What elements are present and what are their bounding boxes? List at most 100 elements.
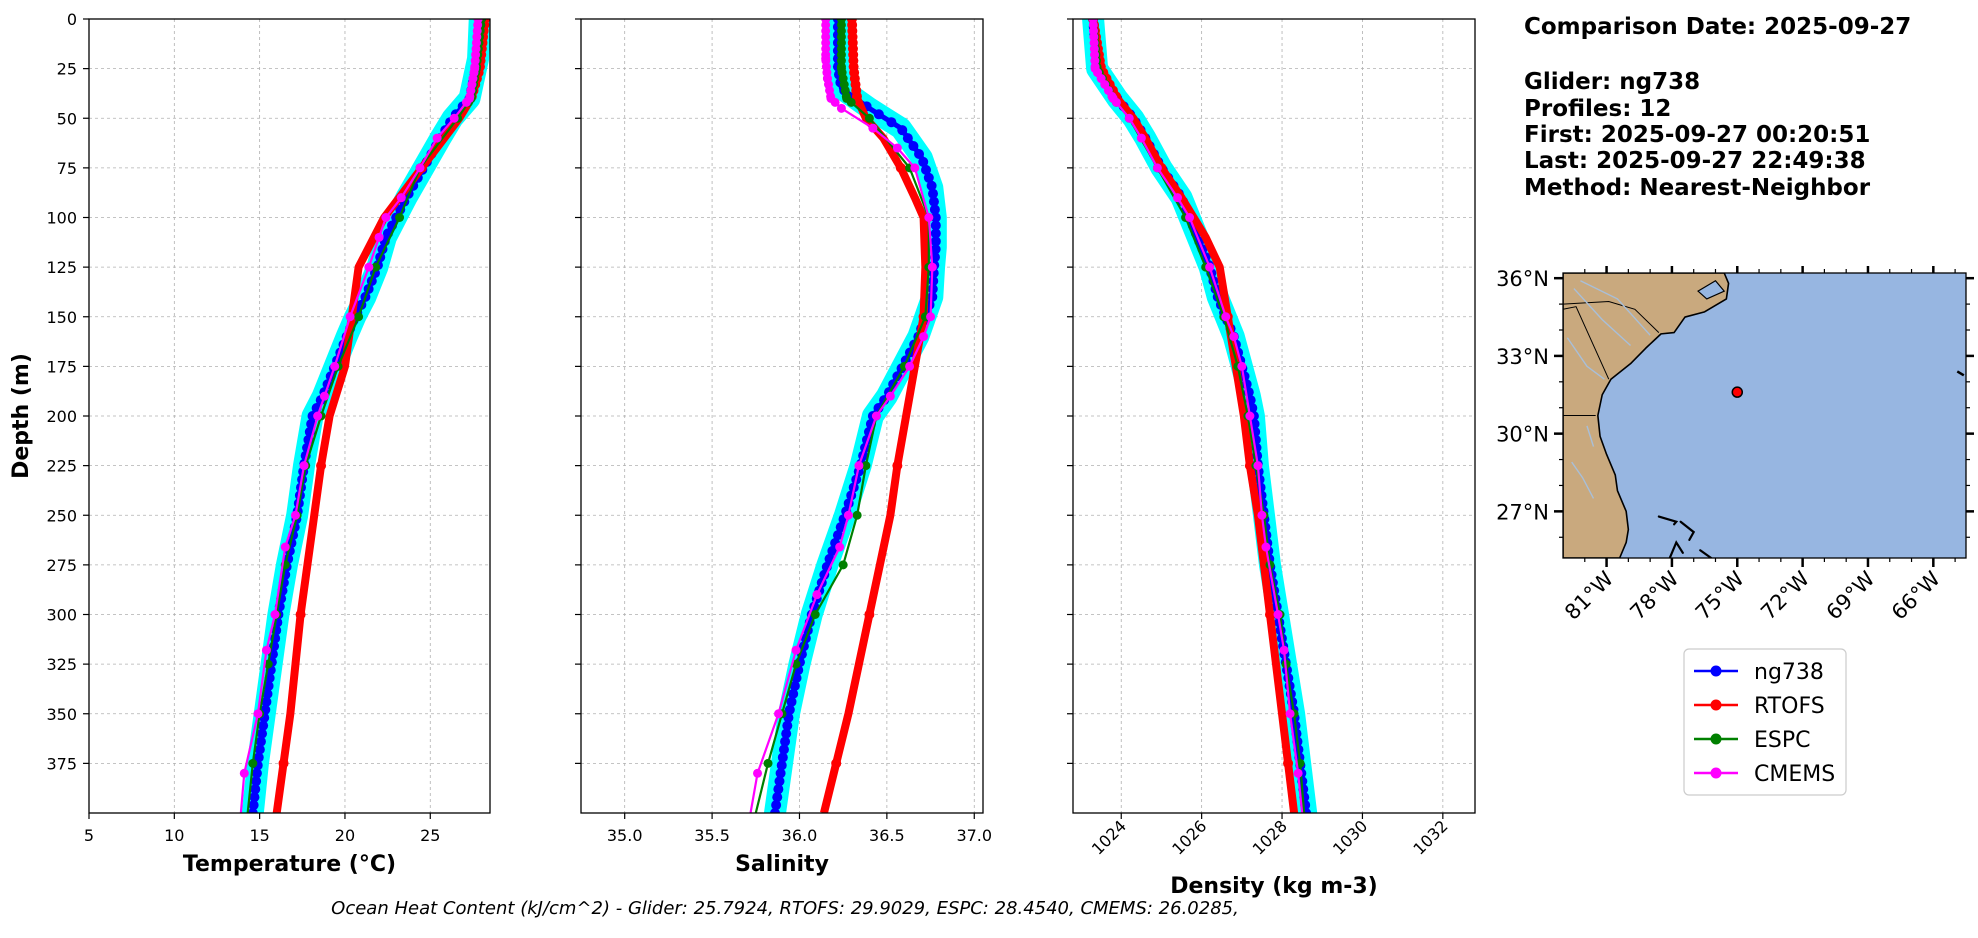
data-point-rtofs	[278, 758, 289, 769]
data-point-ng738	[774, 776, 785, 787]
data-point-cmems	[253, 709, 263, 719]
data-point-ng738	[781, 728, 792, 739]
data-point-rtofs	[831, 758, 842, 769]
state-border	[1563, 300, 1660, 333]
y-tick-label: 325	[46, 655, 77, 674]
data-point-ng738	[918, 156, 929, 167]
data-point-ng738	[873, 109, 884, 120]
data-point-espc	[395, 213, 405, 222]
data-point-cmems	[449, 113, 459, 123]
map-frame	[1562, 272, 1967, 559]
method: Method: Nearest-Neighbor	[1524, 175, 1871, 201]
data-point-espc	[852, 510, 862, 520]
last-time: Last: 2025-09-27 22:49:38	[1524, 148, 1866, 174]
data-point-ng738	[775, 768, 786, 779]
x-tick-label: 25	[420, 826, 440, 845]
y-tick-label: 50	[57, 109, 77, 128]
glider-position-marker	[1731, 386, 1744, 398]
series-line-cmems	[1092, 19, 1304, 813]
data-point-cmems	[812, 590, 822, 600]
data-point-cmems	[432, 133, 442, 143]
y-tick-label: 150	[46, 308, 77, 327]
data-point-ng738	[930, 212, 941, 223]
data-point-ng738	[250, 784, 261, 795]
series-group	[749, 19, 947, 813]
data-point-cmems	[753, 768, 763, 778]
map-lon-label: 69°W	[1822, 566, 1880, 624]
x-tick-label: 35.5	[694, 826, 730, 845]
map-lat-label: 27°N	[1496, 500, 1549, 524]
x-tick-label: 1026	[1168, 816, 1210, 858]
data-point-cmems	[843, 510, 853, 520]
x-tick-label: 1030	[1329, 816, 1371, 858]
glider-name: Glider: ng738	[1524, 69, 1701, 95]
data-point-cmems	[415, 163, 425, 173]
legend-marker	[1710, 665, 1722, 677]
data-point-ng738	[791, 673, 802, 684]
data-point-cmems	[239, 768, 249, 778]
x-tick-label: 10	[164, 826, 184, 845]
data-point-cmems	[1229, 332, 1239, 342]
y-tick-label: 125	[46, 258, 77, 277]
data-point-cmems	[910, 163, 920, 173]
data-point-cmems	[330, 361, 340, 371]
data-point-cmems	[774, 709, 784, 719]
data-point-ng738	[257, 728, 268, 739]
data-point-ng738	[786, 696, 797, 707]
profiles-count: Profiles: 12	[1524, 96, 1672, 122]
y-tick-label: 200	[46, 407, 77, 426]
data-point-ng738	[248, 800, 259, 811]
data-point-cmems	[381, 213, 391, 222]
y-tick-label: 375	[46, 754, 77, 773]
sound	[1697, 279, 1726, 300]
bermuda	[1956, 370, 1965, 377]
y-tick-label: 300	[46, 606, 77, 625]
data-point-rtofs	[895, 162, 906, 173]
data-point-ng738	[902, 133, 913, 144]
map-features	[1563, 273, 1965, 558]
x-tick-label: 36.0	[782, 826, 818, 845]
map-lon-label: 78°W	[1625, 566, 1683, 624]
y-tick-label: 250	[46, 506, 77, 525]
data-point-ng738	[832, 530, 843, 541]
map-lon-label: 81°W	[1560, 566, 1618, 624]
x-axis-label: Density (kg m-3)	[1170, 874, 1378, 899]
data-point-cmems	[1285, 709, 1295, 719]
data-point-ng738	[251, 776, 262, 787]
x-tick-label: 37.0	[956, 826, 992, 845]
data-point-ng738	[247, 808, 258, 813]
data-point-cmems	[885, 391, 895, 401]
ocean-heat-content-caption: Ocean Heat Content (kJ/cm^2) - Glider: 2…	[331, 898, 1239, 919]
data-point-rtofs	[316, 460, 327, 471]
legend-marker	[1710, 699, 1722, 711]
legend-marker	[1710, 733, 1722, 745]
island	[1668, 540, 1684, 558]
y-tick-label: 175	[46, 357, 77, 376]
island	[1657, 515, 1679, 526]
data-point-espc	[248, 758, 258, 768]
data-point-rtofs	[864, 609, 875, 620]
data-point-ng738	[778, 744, 789, 755]
panel-1: 0 25 50 75 100 125 150 175 200 225 250 275 300 325 350…	[9, 10, 491, 877]
data-point-ng738	[251, 768, 262, 779]
data-point-ng738	[929, 204, 940, 215]
data-point-ng738	[782, 720, 793, 731]
data-point-ng738	[930, 220, 941, 231]
map-lat-label: 36°N	[1496, 267, 1549, 291]
y-tick-label: 225	[46, 457, 77, 476]
data-point-cmems	[1185, 213, 1195, 222]
data-point-rtofs	[295, 609, 306, 620]
x-tick-label: 1028	[1249, 816, 1291, 858]
data-point-cmems	[290, 510, 300, 520]
data-point-ng738	[780, 736, 791, 747]
x-tick-label: 1032	[1409, 816, 1451, 858]
data-point-espc	[846, 97, 856, 107]
y-tick-label: 350	[46, 705, 77, 724]
y-tick-label: 275	[46, 556, 77, 575]
river	[1586, 425, 1595, 447]
data-point-cmems	[374, 232, 384, 242]
data-point-ng738	[249, 792, 260, 803]
island	[1679, 520, 1696, 541]
